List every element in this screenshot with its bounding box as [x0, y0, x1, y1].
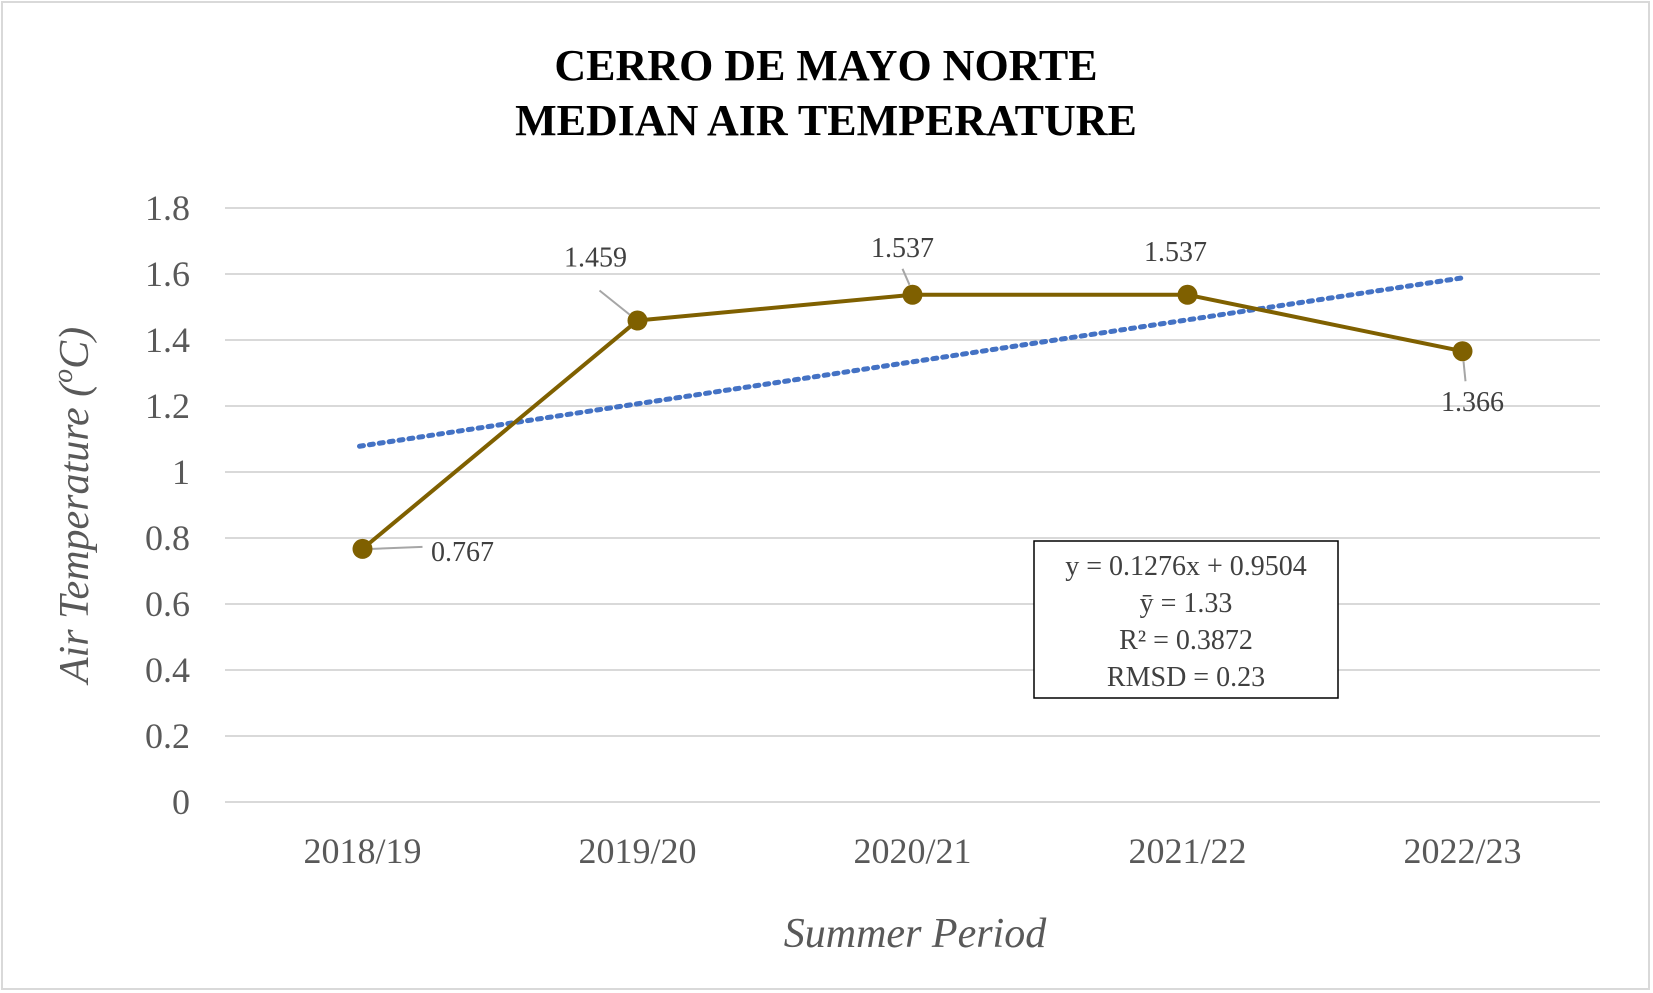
stats-box: y = 0.1276x + 0.9504 ȳ = 1.33 R² = 0.387… [1033, 540, 1339, 699]
data-label-leader [598, 289, 631, 316]
chart-title-line1: CERRO DE MAYO NORTE [554, 41, 1097, 90]
y-tick-labels: 0 0.2 0.4 0.6 0.8 1 1.2 1.4 1.6 1.8 [145, 188, 190, 822]
stats-r2: R² = 0.3872 [1119, 625, 1253, 656]
y-tick-label: 0.8 [145, 518, 190, 558]
trendline [357, 275, 1465, 449]
x-axis-title: Summer Period [784, 911, 1047, 957]
data-point [1452, 341, 1473, 362]
y-tick-label: 1.8 [145, 188, 190, 228]
data-point [1177, 284, 1198, 305]
x-tick-label: 2019/20 [578, 831, 696, 871]
x-tick-labels: 2018/19 2019/20 2020/21 2021/22 2022/23 [303, 831, 1521, 871]
stats-mean: ȳ = 1.33 [1140, 588, 1233, 619]
y-tick-label: 0 [172, 782, 190, 822]
y-tick-label: 0.6 [145, 584, 190, 624]
trendline-group [357, 275, 1465, 449]
data-point [352, 538, 373, 559]
data-point [902, 284, 923, 305]
series-group [352, 284, 1473, 559]
data-point [627, 310, 648, 331]
data-label-leader [372, 545, 423, 550]
gridlines [225, 207, 1600, 803]
y-tick-label: 1 [172, 452, 190, 492]
data-label-leader [901, 268, 911, 286]
y-tick-label: 0.2 [145, 716, 190, 756]
data-label: 1.366 [1441, 387, 1504, 418]
y-tick-label: 1.6 [145, 254, 190, 294]
stats-box-border [1033, 540, 1339, 699]
data-label-group: 0.767 1.459 1.537 1.537 1.366 [372, 233, 1504, 568]
data-label: 1.537 [871, 233, 934, 264]
y-axis-title-superscript: o [48, 369, 79, 383]
stats-rmsd: RMSD = 0.23 [1107, 662, 1265, 693]
x-tick-label: 2018/19 [303, 831, 421, 871]
y-axis-title-unit: C) [52, 327, 98, 369]
y-axis-title-prefix: Air Temperature ( [52, 380, 98, 686]
data-label: 0.767 [431, 537, 494, 568]
y-tick-label: 0.4 [145, 650, 190, 690]
chart-title-line2: MEDIAN AIR TEMPERATURE [515, 96, 1137, 145]
x-tick-label: 2022/23 [1403, 831, 1521, 871]
x-tick-label: 2021/22 [1128, 831, 1246, 871]
stats-equation: y = 0.1276x + 0.9504 [1065, 551, 1307, 582]
y-axis-title: Air Temperature (oC) [48, 327, 98, 686]
y-tick-label: 1.4 [145, 320, 190, 360]
y-tick-label: 1.2 [145, 386, 190, 426]
data-label: 1.459 [564, 243, 627, 274]
x-tick-label: 2020/21 [853, 831, 971, 871]
data-label-leader [1462, 361, 1467, 382]
data-label: 1.537 [1144, 237, 1207, 268]
